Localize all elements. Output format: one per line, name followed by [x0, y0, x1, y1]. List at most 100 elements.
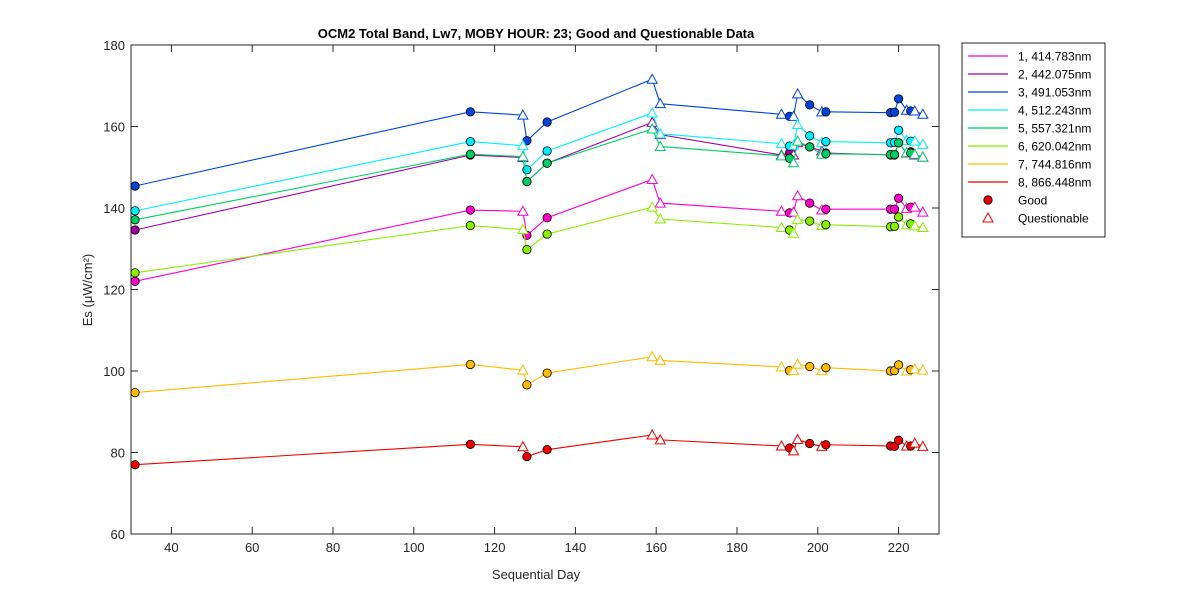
legend: 1, 414.783nm 2, 442.075nm 3, 491.053nm 4, 5… — [961, 42, 1106, 238]
data-point-good — [542, 229, 552, 239]
data-point-questionable — [908, 148, 921, 159]
data-point-good — [465, 220, 475, 231]
legend-item: 8, 866.448nm — [968, 176, 1091, 190]
data-point-questionable — [654, 354, 667, 365]
data-point-questionable — [775, 205, 788, 216]
data-point-questionable — [908, 201, 921, 212]
data-point-questionable — [646, 350, 659, 362]
data-point-questionable — [654, 212, 667, 224]
data-point-questionable — [916, 364, 929, 375]
data-point-good — [130, 206, 140, 216]
data-point-questionable — [775, 360, 788, 372]
x-tick-label: 160 — [645, 540, 667, 555]
legend-item: Good — [983, 194, 1047, 208]
legend-label: 7, 744.816nm — [1018, 158, 1091, 172]
data-point-good — [542, 158, 552, 168]
data-point-good — [889, 107, 900, 117]
x-tick-label: 40 — [164, 540, 178, 555]
legend-label: 8, 866.448nm — [1018, 176, 1091, 190]
legend-item: 6, 620.042nm — [968, 140, 1091, 154]
x-tick-label: 100 — [403, 540, 425, 555]
data-point-questionable — [654, 97, 667, 109]
data-point-good — [542, 146, 552, 156]
data-point-questionable — [916, 221, 929, 233]
data-point-questionable — [775, 149, 788, 161]
data-point-good — [821, 107, 831, 117]
y-tick-label: 140 — [103, 201, 125, 216]
data-point-good — [805, 100, 815, 110]
data-point-questionable — [654, 197, 667, 208]
data-point-good — [130, 387, 140, 398]
data-point-good — [130, 181, 140, 191]
data-point-good — [893, 94, 904, 104]
legend-label: 3, 491.053nm — [1018, 86, 1091, 100]
data-point-good — [465, 359, 475, 370]
data-point-questionable — [791, 433, 804, 444]
data-point-good — [821, 136, 831, 147]
data-point-good — [522, 380, 532, 390]
series-6 — [130, 201, 929, 278]
data-point-questionable — [787, 227, 800, 238]
data-point-good — [522, 244, 532, 255]
data-point-questionable — [916, 151, 929, 162]
data-point-questionable — [646, 201, 659, 212]
legend-label: 4, 512.243nm — [1018, 104, 1091, 118]
data-point-good — [821, 440, 831, 450]
data-point-good — [542, 213, 552, 223]
data-point-good — [465, 136, 475, 147]
series-1 — [130, 173, 929, 286]
series-3 — [130, 73, 929, 191]
data-point-good — [805, 131, 815, 141]
data-point-questionable — [787, 444, 800, 456]
series-8 — [130, 428, 929, 470]
data-point-questionable — [517, 205, 529, 216]
data-point-good — [893, 125, 904, 135]
data-point-questionable — [916, 138, 929, 149]
data-point-good — [889, 221, 900, 231]
legend-item: 2, 442.075nm — [968, 68, 1091, 82]
data-point-questionable — [908, 135, 921, 146]
legend-label: 1, 414.783nm — [1018, 50, 1091, 64]
data-point-good — [821, 220, 831, 230]
data-point-questionable — [517, 139, 529, 151]
x-tick-label: 140 — [565, 540, 587, 555]
x-axis-label: Sequential Day — [492, 567, 581, 582]
data-point-good — [821, 204, 831, 214]
plot-area: 40 60 80 100 120 140 160 180 200 220 60 80 100 120 140… — [103, 38, 940, 555]
data-point-questionable — [517, 109, 529, 120]
data-point-good — [130, 276, 140, 286]
data-point-questionable — [517, 440, 529, 452]
data-point-questionable — [791, 118, 804, 129]
legend-label: Questionable — [1018, 212, 1089, 226]
data-point-questionable — [791, 135, 804, 146]
x-tick-label: 180 — [726, 540, 748, 555]
data-point-questionable — [775, 221, 788, 233]
data-point-questionable — [916, 108, 929, 119]
data-point-good — [821, 149, 831, 159]
data-point-questionable — [787, 206, 800, 217]
data-point-questionable — [791, 358, 804, 369]
data-point-questionable — [517, 223, 529, 235]
data-point-good — [465, 205, 475, 215]
data-point-good — [889, 204, 900, 214]
legend-item: 1, 414.783nm — [968, 50, 1091, 64]
legend-label: 6, 620.042nm — [1018, 140, 1091, 154]
x-tick-label: 120 — [484, 540, 506, 555]
data-point-good — [893, 193, 904, 203]
data-point-good — [522, 451, 532, 462]
data-point-questionable — [775, 439, 788, 451]
x-tick-label: 80 — [326, 540, 340, 555]
chart-title: OCM2 Total Band, Lw7, MOBY HOUR: 23; Goo… — [318, 26, 755, 41]
data-point-questionable — [517, 150, 529, 162]
data-point-good — [130, 460, 140, 470]
data-point-questionable — [791, 87, 804, 99]
x-tick-label: 200 — [807, 540, 829, 555]
data-point-good — [893, 212, 904, 222]
data-point-questionable — [791, 189, 804, 201]
legend-label: 5, 557.321nm — [1018, 122, 1091, 136]
data-point-questionable — [908, 437, 921, 448]
axes-box — [130, 44, 940, 535]
data-point-questionable — [916, 206, 929, 217]
data-point-questionable — [908, 104, 921, 116]
